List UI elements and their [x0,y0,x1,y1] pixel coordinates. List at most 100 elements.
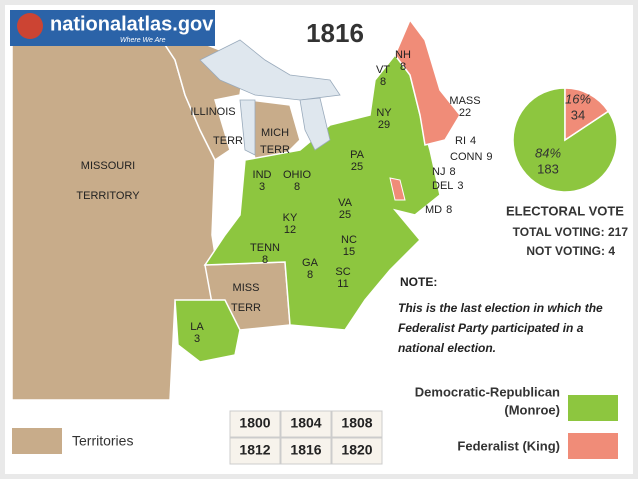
year-button-label[interactable]: 1808 [341,415,372,431]
state-name: NH [395,49,411,61]
year-button-box [280,437,332,465]
note-heading: NOTE: [400,275,437,289]
state-label: MD 8 [425,204,452,216]
year-button-box [331,437,383,465]
state-votes: 25 [351,161,363,173]
state-name: MD [425,204,442,216]
pie-percent: 16% [565,91,591,106]
year-button-box [229,410,281,438]
logo-text: nationalatlas.gov [50,13,214,35]
logo-tagline: Where We Are [120,37,166,44]
state-votes: 3 [457,180,463,192]
year-button[interactable]: 1812 [229,437,281,465]
state-label: NJ 8 [432,166,456,178]
state-name: DEL [432,180,453,192]
year-button[interactable]: 1816 [280,437,332,465]
year-button-box [280,410,332,438]
note-text: This is the last election in which the F… [398,301,603,355]
territory-label: TERR [260,144,290,156]
state-name: MASS [449,95,480,107]
delaware-shape [389,177,406,201]
state-votes: 25 [339,209,351,221]
state-votes: 8 [400,61,406,73]
state-votes: 8 [307,269,313,281]
state-name: VA [338,197,353,209]
year-button-label[interactable]: 1800 [239,415,270,431]
state-votes: 9 [486,151,492,163]
legend-dr-candidate: (Monroe) [504,402,560,417]
state-name: TENN [250,242,280,254]
territory-label: TERR [213,135,243,147]
lake-superior [199,39,341,101]
state-name: CONN [450,151,482,163]
state-votes: 12 [284,224,296,236]
pie-slice [564,87,610,142]
state-name: SC [335,266,350,278]
democratic-republican-shape [203,53,441,331]
state-votes: 8 [294,181,300,193]
state-votes: 3 [259,181,265,193]
state-label: CONN 9 [450,151,493,163]
logo-box [10,10,215,46]
legend-territories: Territories [72,433,133,449]
logo-icon [17,13,43,39]
year-button[interactable]: 1820 [331,437,383,465]
territory-label: MISS [233,282,260,294]
state-name: NJ [432,166,445,178]
state-votes: 8 [449,166,455,178]
year-button-label[interactable]: 1816 [290,442,321,458]
year-button-label[interactable]: 1812 [239,442,270,458]
state-votes: 8 [262,254,268,266]
state-votes: 29 [378,119,390,131]
year-button-label[interactable]: 1820 [341,442,372,458]
state-name: NC [341,234,357,246]
state-name: PA [350,149,365,161]
state-name: OHIO [283,169,312,181]
state-name: NY [376,107,392,119]
state-label: RI 4 [455,135,476,147]
state-name: IND [253,169,272,181]
pie-votes: 34 [571,107,585,122]
state-votes: 8 [446,204,452,216]
electoral-vote-title: ELECTORAL VOTE [506,203,624,218]
note-box: This is the last election in which the F… [398,301,603,355]
territory-label: TERR [231,302,261,314]
pie-percent: 84% [535,145,561,160]
legend-federalist-swatch [568,433,618,459]
year-button[interactable]: 1804 [280,410,332,438]
year-button-box [229,437,281,465]
legend-dr-swatch [568,395,618,421]
louisiana-shape [174,299,241,363]
lake-huron [299,97,331,151]
legend-federalist: Federalist (King) [457,438,560,453]
territory-label: MISSOURI [81,160,135,172]
territory-label: ILLINOIS [190,106,235,118]
state-votes: 11 [337,278,348,290]
state-label: DEL 3 [432,180,464,192]
lake-michigan [239,99,256,156]
state-votes: 15 [343,246,355,258]
state-name: KY [283,212,298,224]
year-button-box [331,410,383,438]
year-button-label[interactable]: 1804 [290,415,321,431]
state-votes: 4 [470,135,476,147]
state-name: LA [190,321,204,333]
total-voting: TOTAL VOTING: 217 [513,225,629,239]
state-name: VT [376,64,390,76]
state-votes: 8 [380,76,386,88]
territory-label: MICH [261,127,289,139]
year-button[interactable]: 1800 [229,410,281,438]
state-name: RI [455,135,466,147]
year-selector: 1800 1804 1808 1812 1816 1820 [229,410,383,465]
pie-chart: 84%183 16%34 [512,87,618,193]
legend-territories-swatch [12,428,62,454]
state-name: GA [302,257,319,269]
territory-label: TERRITORY [76,190,140,202]
state-votes: 22 [459,107,471,119]
title: 1816 [306,18,364,48]
new-england-federalist-shape [394,18,461,146]
year-button[interactable]: 1808 [331,410,383,438]
